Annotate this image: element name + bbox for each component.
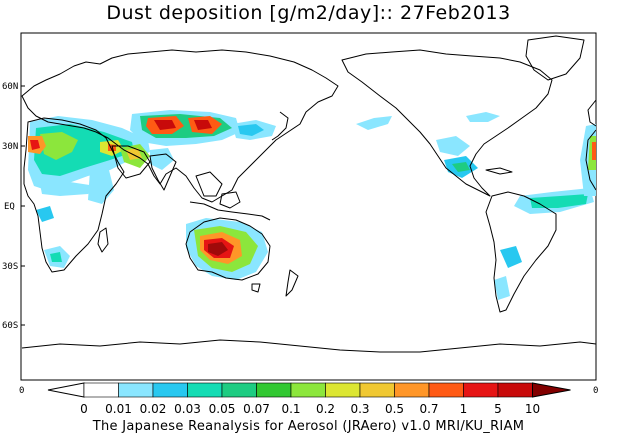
coast-northamerica: [341, 49, 553, 197]
dust-india: [150, 148, 174, 170]
map-frame: [20, 32, 597, 381]
coast-antarctica: [21, 339, 597, 353]
dust-westafrica-core: [30, 140, 40, 150]
colorbar-arrow-low: [47, 382, 85, 398]
coast-arabia: [111, 145, 151, 179]
dust-eastasia-inner: [238, 124, 264, 136]
colorbar-label: 0.5: [385, 402, 404, 416]
colorbar-label: 0.7: [419, 402, 438, 416]
colorbar-bin: [359, 382, 395, 398]
dust-sahel: [40, 182, 96, 196]
colorbar-label: 5: [494, 402, 502, 416]
dust-mexico-core: [452, 162, 470, 172]
coast-newzealand: [285, 269, 299, 297]
colorbar-label: 0.01: [105, 402, 132, 416]
colorbar-bin: [463, 382, 499, 398]
colorbar-label: 0.07: [243, 402, 270, 416]
colorbar-bin: [394, 382, 430, 398]
colorbar-arrow-high: [532, 382, 571, 398]
colorbar-bin: [118, 382, 154, 398]
lat-label-60s: 60S: [2, 321, 18, 331]
dust-northpacific: [356, 116, 392, 130]
colorbar-bin: [221, 382, 257, 398]
dust-taklamakan-core: [154, 120, 176, 130]
coast-indonesia: [189, 201, 271, 221]
dust-australia-core: [208, 242, 228, 256]
lat-label-30s: 30S: [2, 262, 18, 272]
dust-gobi-core: [194, 120, 212, 130]
colorbar-bin: [187, 382, 223, 398]
coast-tasmania: [251, 283, 261, 293]
dust-argentina: [500, 246, 522, 268]
coast-eurasia: [21, 49, 339, 203]
colorbar-bin: [497, 382, 533, 398]
colorbar-bin: [152, 382, 188, 398]
dust-southafrica-core: [50, 252, 62, 262]
colorbar-bin: [428, 382, 464, 398]
colorbar-label: 0.05: [209, 402, 236, 416]
colorbar-label: 0.03: [174, 402, 201, 416]
dust-atlantic-inner: [530, 194, 588, 208]
coast-borneo: [219, 191, 241, 209]
coastlines: [21, 35, 597, 353]
colorbar-bin: [290, 382, 326, 398]
dust-westafrica-coast: [36, 206, 54, 222]
lat-axis: 60N 30N EQ 30S 60S: [2, 82, 25, 331]
dust-rightedge-africa-core: [592, 142, 596, 160]
lon-label-left: 0: [19, 386, 24, 396]
colorbar-bin: [325, 382, 361, 398]
coast-greenland: [525, 35, 585, 81]
lat-label-60n: 60N: [2, 82, 18, 92]
colorbar-label: 1: [460, 402, 468, 416]
coast-india: [149, 153, 177, 191]
dust-northpacific-2: [466, 112, 500, 122]
dust-sahara-inner: [40, 132, 78, 160]
footer-credit: The Japanese Reanalysis for Aerosol (JRA…: [92, 419, 525, 434]
colorbar-label: 10: [525, 402, 540, 416]
coast-europe-right: [587, 99, 597, 127]
colorbar-label: 0.2: [316, 402, 335, 416]
dust-usa-west: [436, 136, 470, 156]
lat-label-eq: EQ: [4, 202, 15, 212]
coast-japan: [271, 111, 289, 141]
lon-label-right: 0: [593, 386, 598, 396]
coast-africa-right: [585, 129, 597, 191]
colorbar-bin: [256, 382, 292, 398]
coast-seasia: [195, 171, 223, 197]
colorbar-label: 0.1: [281, 402, 300, 416]
dust-shading: [28, 110, 596, 300]
colorbar-label: 0.02: [140, 402, 167, 416]
map-title: Dust deposition [g/m2/day]:: 27Feb2013: [106, 2, 511, 24]
colorbar: 0 0.01 0.02 0.03 0.05 0.07 0.1 0.2 0.3 0.5 0.7 1 5 10: [47, 382, 571, 416]
lat-label-30n: 30N: [2, 142, 18, 152]
coast-madagascar: [97, 227, 109, 253]
dust-patagonia: [494, 276, 510, 300]
colorbar-bin: [83, 382, 119, 398]
coast-africa: [23, 117, 125, 273]
colorbar-label: 0: [80, 402, 88, 416]
coast-australia: [185, 217, 271, 281]
coast-cuba: [485, 167, 513, 175]
coast-southamerica: [485, 191, 557, 313]
colorbar-label: 0.3: [350, 402, 369, 416]
